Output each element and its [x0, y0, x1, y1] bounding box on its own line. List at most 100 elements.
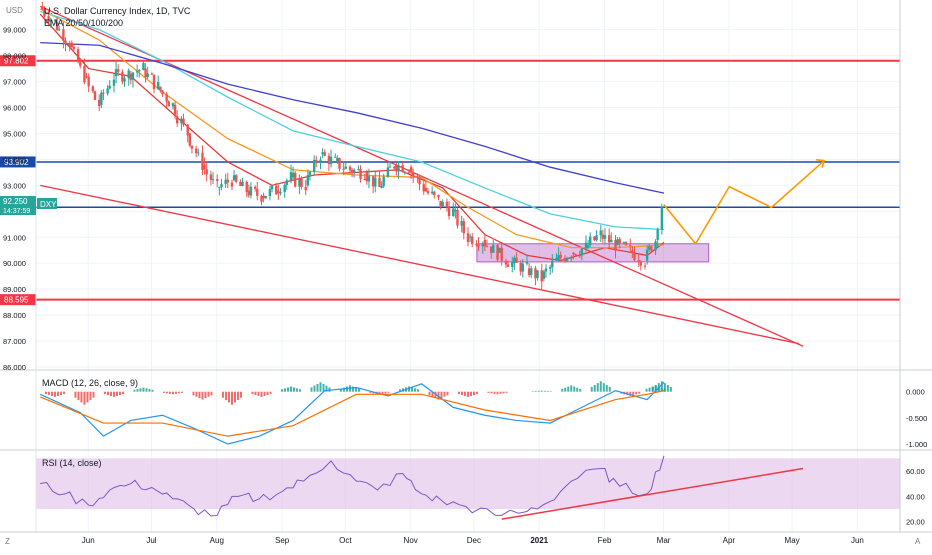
macd-histogram-bar	[470, 392, 472, 396]
macd-histogram-bar	[446, 392, 448, 396]
macd-histogram-bar	[488, 392, 490, 393]
macd-histogram-bar	[139, 388, 141, 391]
candle-body	[64, 41, 66, 44]
y-tick-label: 97.000	[3, 78, 26, 87]
macd-histogram-bar	[163, 392, 165, 393]
candle-body	[456, 210, 458, 226]
candle-body	[62, 29, 64, 40]
candle-body	[513, 258, 515, 263]
macd-histogram-bar	[313, 386, 315, 392]
candle-body	[246, 182, 248, 192]
macd-histogram-bar	[240, 392, 242, 398]
candle-body	[269, 189, 271, 196]
candle-body	[151, 74, 153, 75]
candle-body	[138, 70, 140, 71]
candle-body	[661, 207, 663, 230]
macd-histogram-bar	[564, 388, 566, 392]
candle-body	[123, 78, 125, 81]
candle-body	[425, 188, 427, 191]
macd-histogram-bar	[92, 392, 94, 398]
macd-y-tick: -0.500	[906, 414, 927, 423]
candle-body	[136, 71, 138, 72]
candle-body	[195, 149, 197, 153]
candle-body	[387, 168, 389, 177]
candle-body	[349, 167, 351, 171]
candle-body	[616, 239, 618, 245]
macd-histogram-bar	[594, 385, 596, 392]
macd-histogram-bar	[591, 387, 593, 392]
macd-histogram-bar	[192, 392, 194, 396]
candle-body	[231, 183, 233, 187]
macd-histogram-bar	[646, 389, 648, 392]
macd-histogram-bar	[175, 392, 177, 394]
y-tick-label: 95.000	[3, 129, 26, 138]
candle-body	[578, 255, 580, 256]
candle-body	[73, 47, 75, 49]
rsi-title: RSI (14, close)	[42, 458, 102, 468]
candle-body	[477, 245, 479, 247]
axis-corner-right: A	[915, 537, 921, 546]
candle-body	[113, 80, 115, 86]
candle-body	[614, 240, 616, 251]
macd-histogram-bar	[464, 392, 466, 396]
candle-body	[541, 270, 543, 281]
macd-histogram-bar	[632, 392, 634, 395]
price-tag-countdown: 14:37:59	[3, 208, 30, 215]
candle-body	[595, 235, 597, 240]
candle-body	[383, 177, 385, 186]
candle-body	[640, 262, 642, 266]
candle-body	[83, 66, 85, 83]
macd-histogram-bar	[198, 392, 200, 398]
candle-body	[557, 255, 559, 261]
candle-body	[431, 192, 433, 193]
candle-body	[85, 76, 87, 77]
x-tick-label: Sep	[275, 536, 290, 545]
candle-body	[572, 253, 574, 254]
candle-body	[279, 192, 281, 193]
candle-body	[100, 93, 102, 105]
rsi-y-tick: 60.00	[906, 467, 925, 476]
candle-body	[631, 250, 633, 252]
candle-body	[581, 249, 583, 256]
candle-body	[353, 170, 355, 173]
candle-body	[102, 93, 104, 94]
macd-histogram-bar	[500, 392, 502, 394]
candle-body	[633, 253, 635, 260]
candle-body	[566, 258, 568, 261]
candle-body	[475, 244, 477, 245]
macd-histogram-bar	[269, 392, 271, 394]
y-tick-label: 91.000	[3, 233, 26, 242]
candle-body	[469, 236, 471, 237]
candle-body	[448, 207, 450, 216]
candle-body	[467, 233, 469, 242]
candle-body	[570, 258, 572, 259]
macd-histogram-bar	[74, 392, 76, 398]
candle-body	[629, 245, 631, 246]
candle-body	[233, 175, 235, 180]
macd-histogram-bar	[638, 392, 640, 394]
macd-histogram-bar	[667, 385, 669, 392]
candle-body	[71, 43, 73, 47]
x-tick-label: Jun	[851, 536, 864, 545]
candle-body	[654, 241, 656, 250]
candle-body	[227, 180, 229, 183]
candle-body	[203, 165, 205, 170]
candle-body	[250, 187, 252, 196]
rsi-y-tick: 40.00	[906, 492, 925, 501]
macd-histogram-bar	[506, 392, 508, 393]
candle-body	[536, 270, 538, 278]
candle-body	[187, 125, 189, 136]
candle-body	[315, 160, 317, 163]
candle-body	[182, 119, 184, 125]
macd-histogram-bar	[281, 389, 283, 391]
macd-histogram-bar	[346, 387, 348, 392]
candle-body	[637, 260, 639, 262]
candle-body	[460, 221, 462, 225]
x-tick-label: Nov	[404, 536, 418, 545]
macd-histogram-bar	[225, 392, 227, 400]
candle-body	[463, 221, 465, 233]
macd-histogram-bar	[166, 392, 168, 394]
macd-histogram-bar	[195, 392, 197, 397]
